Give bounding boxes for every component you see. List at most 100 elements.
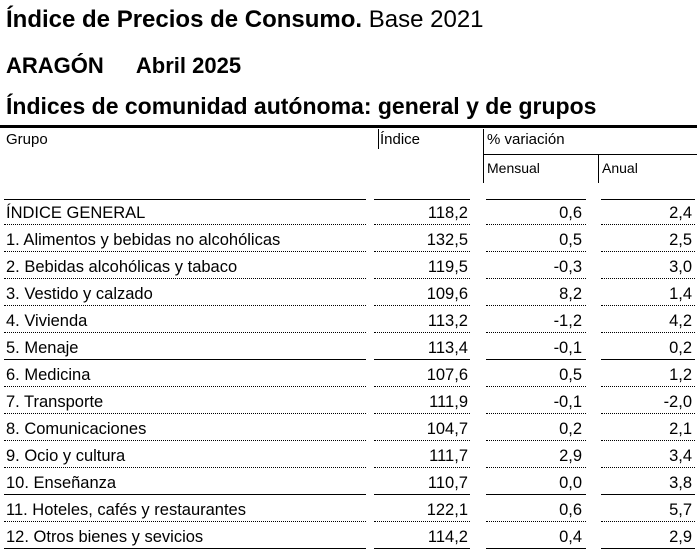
row-index: 109,6 (426, 285, 468, 303)
row-rule (601, 440, 695, 441)
header-divider-variation (483, 129, 484, 183)
row-annual: 1,2 (669, 366, 692, 384)
row-rule (4, 224, 366, 225)
region-period-line: ARAGÓN Abril 2025 (6, 53, 241, 79)
row-rule (374, 413, 470, 414)
row-index: 122,1 (426, 501, 468, 519)
row-annual: 2,5 (669, 231, 692, 249)
row-rule (4, 413, 366, 414)
row-monthly: 0,0 (559, 474, 582, 492)
row-rule (486, 305, 586, 306)
row-name: 3. Vestido y calzado (6, 285, 153, 303)
title-base: Base 2021 (368, 6, 484, 33)
row-monthly: 8,2 (559, 285, 582, 303)
row-index: 113,2 (427, 312, 468, 330)
row-annual: 1,4 (669, 285, 692, 303)
header-index: Índice (380, 131, 421, 148)
row-index: 111,7 (429, 447, 468, 465)
table-row: 10. Enseñanza 110,7 0,0 3,8 (0, 469, 700, 496)
header-variation: % variación (487, 131, 565, 148)
period-label: Abril 2025 (135, 53, 242, 78)
row-rule (601, 332, 695, 333)
row-rule (486, 224, 586, 225)
row-monthly: 2,9 (559, 447, 582, 465)
row-rule (374, 251, 470, 252)
row-rule (4, 548, 366, 549)
row-rule (4, 359, 366, 360)
title-bold: Índice de Precios de Consumo. (6, 6, 363, 33)
row-monthly: -0,1 (553, 339, 582, 357)
row-index: 107,6 (426, 366, 468, 384)
row-name: 10. Enseñanza (6, 474, 117, 492)
row-rule (4, 467, 366, 468)
row-rule (601, 386, 695, 387)
row-index: 118,2 (427, 204, 468, 222)
row-rule (601, 548, 695, 549)
header-divider-index (378, 129, 379, 149)
row-rule (486, 332, 586, 333)
row-annual: 2,4 (669, 204, 692, 222)
row-annual: -2,0 (663, 393, 692, 411)
row-rule (374, 521, 470, 522)
row-rule (601, 413, 695, 414)
row-annual: 3,4 (669, 447, 692, 465)
row-rule (486, 359, 586, 360)
row-index: 132,5 (426, 231, 468, 249)
row-index: 104,7 (426, 420, 468, 438)
row-top-rule (4, 199, 366, 200)
row-rule (601, 278, 695, 279)
row-name: 1. Alimentos y bebidas no alcohólicas (6, 231, 281, 249)
row-monthly: 0,6 (559, 204, 582, 222)
table-row: 12. Otros bienes y sevicios 114,2 0,4 2,… (0, 523, 700, 550)
table-row: 9. Ocio y cultura 111,7 2,9 3,4 (0, 442, 700, 469)
row-rule (486, 278, 586, 279)
row-monthly: 0,4 (559, 528, 582, 546)
row-monthly: 0,5 (559, 231, 582, 249)
row-index: 110,7 (427, 474, 468, 492)
table-row: 4. Vivienda 113,2 -1,2 4,2 (0, 307, 700, 334)
row-rule (486, 251, 586, 252)
row-monthly: 0,2 (559, 420, 582, 438)
row-top-rule (374, 199, 470, 200)
row-rule (486, 548, 586, 549)
row-rule (486, 521, 586, 522)
header-annual: Anual (602, 160, 638, 176)
row-index: 113,4 (427, 339, 468, 357)
row-index: 119,5 (427, 258, 468, 276)
header-group: Grupo (6, 131, 48, 148)
row-name: 6. Medicina (6, 366, 91, 384)
header-divider-annual (598, 155, 599, 183)
document-title: Índice de Precios de Consumo. Base 2021 (6, 6, 484, 34)
row-rule (486, 413, 586, 414)
row-rule (4, 278, 366, 279)
table-row: 7. Transporte 111,9 -0,1 -2,0 (0, 388, 700, 415)
row-annual: 4,2 (669, 312, 692, 330)
row-rule (374, 440, 470, 441)
row-rule (4, 251, 366, 252)
table-title: Índices de comunidad autónoma: general y… (6, 93, 597, 119)
row-name: 5. Menaje (6, 339, 79, 357)
region-name: ARAGÓN (6, 53, 104, 78)
row-name: 8. Comunicaciones (6, 420, 147, 438)
row-annual: 0,2 (669, 339, 692, 357)
row-rule (4, 305, 366, 306)
row-annual: 2,9 (669, 528, 692, 546)
row-rule (374, 305, 470, 306)
row-rule (374, 332, 470, 333)
table-row: 3. Vestido y calzado 109,6 8,2 1,4 (0, 280, 700, 307)
table-body: ÍNDICE GENERAL 118,2 0,6 2,4 1. Alimento… (0, 199, 700, 550)
row-monthly: -0,1 (553, 393, 582, 411)
row-name: 12. Otros bienes y sevicios (6, 528, 204, 546)
row-monthly: -1,2 (553, 312, 582, 330)
row-rule (374, 548, 470, 549)
row-annual: 5,7 (669, 501, 692, 519)
row-rule (601, 359, 695, 360)
row-rule (374, 278, 470, 279)
header-monthly: Mensual (487, 160, 540, 176)
row-rule (601, 494, 695, 495)
row-rule (601, 305, 695, 306)
row-rule (486, 494, 586, 495)
row-rule (374, 359, 470, 360)
row-rule (601, 224, 695, 225)
row-rule (4, 332, 366, 333)
